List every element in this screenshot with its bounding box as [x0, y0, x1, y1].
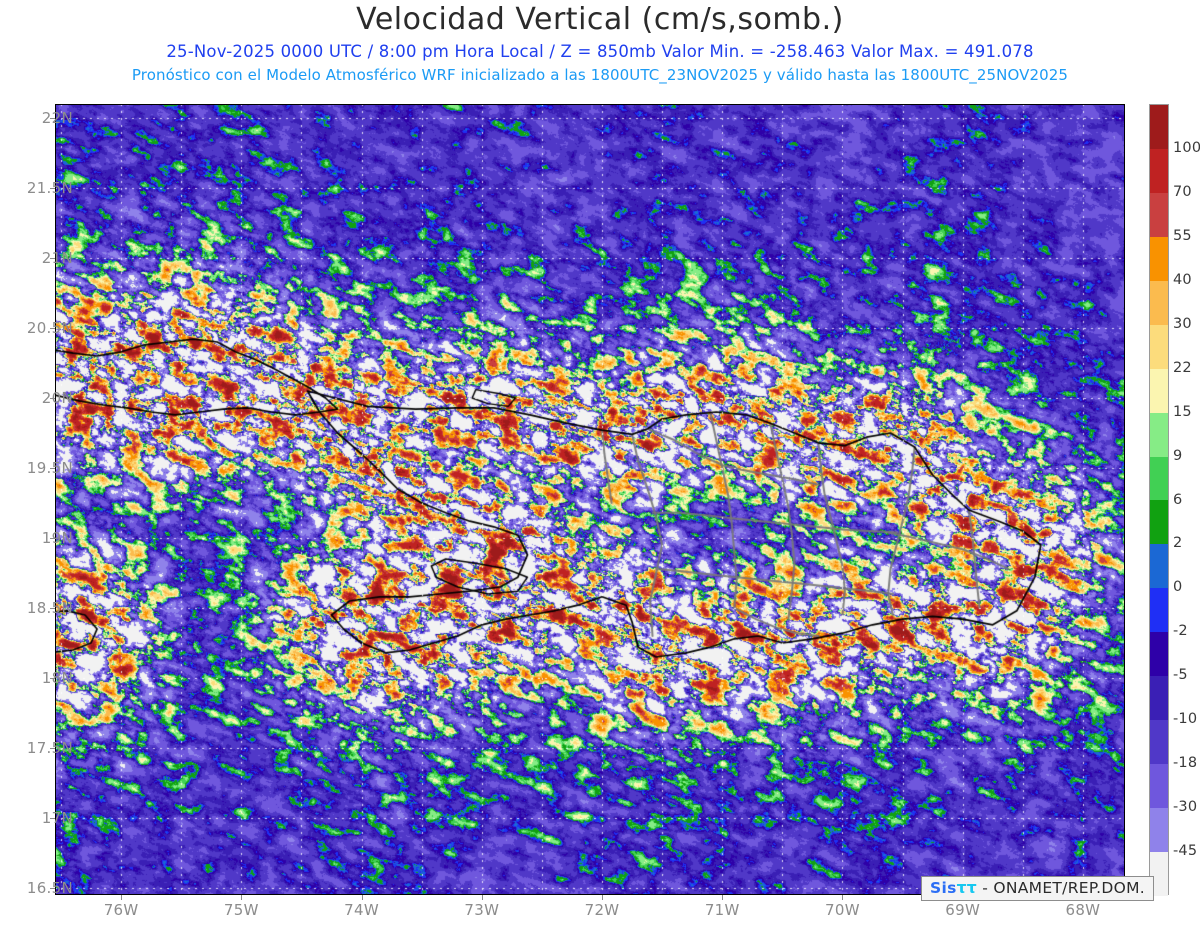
map-plot-area[interactable] [55, 104, 1125, 895]
xtick-label: 69W [945, 901, 981, 919]
colorbar-band [1150, 720, 1168, 765]
colorbar-tick-label: 30 [1173, 315, 1192, 332]
ytick-label: 20N [41, 389, 73, 407]
colorbar-band [1150, 632, 1168, 677]
credit-badge: Sisττ - ONAMET/REP.DOM. [921, 876, 1154, 901]
ytick-label: 21N [41, 249, 73, 267]
xtick-label: 71W [704, 901, 740, 919]
ytick-mark [50, 538, 55, 539]
colorbar-band [1150, 148, 1168, 193]
xtick-label: 70W [825, 901, 860, 919]
credit-pi-icon: ττ [956, 879, 977, 897]
xtick-label: 73W [464, 901, 500, 919]
page-title: Velocidad Vertical (cm/s,somb.) [356, 2, 844, 37]
ytick-mark [50, 678, 55, 679]
colorbar-tick-label: -18 [1173, 755, 1198, 772]
colorbar-band [1150, 500, 1168, 545]
colorbar-band [1150, 192, 1168, 237]
credit-org-text: - ONAMET/REP.DOM. [982, 879, 1145, 897]
colorbar-tick-label: -2 [1173, 623, 1188, 640]
chart-subtitle-line-1: 25-Nov-2025 0000 UTC / 8:00 pm Hora Loca… [166, 42, 1034, 61]
colorbar-tick-label: 6 [1173, 491, 1183, 508]
chart-subtitle-line-2: Pronóstico con el Modelo Atmosférico WRF… [131, 66, 1069, 84]
ytick-mark [50, 748, 55, 749]
xtick-mark [842, 895, 844, 900]
colorbar-band [1150, 851, 1168, 896]
colorbar-tick-label: 0 [1173, 579, 1183, 596]
colorbar-tick-label: -30 [1173, 799, 1198, 816]
xtick-label: 72W [584, 901, 620, 919]
ytick-label: 19N [41, 529, 73, 547]
xtick-mark [361, 895, 363, 900]
colorbar-tick-label: -10 [1173, 711, 1198, 728]
colorbar-band [1150, 808, 1168, 852]
ytick-label: 17.5N [26, 739, 73, 757]
ytick-label: 20.5N [26, 319, 73, 337]
colorbar-tick-label: 2 [1173, 535, 1183, 552]
colorbar-band [1150, 676, 1168, 721]
ytick-mark [50, 258, 55, 259]
ytick-mark [50, 888, 55, 889]
ytick-mark [50, 398, 55, 399]
ytick-label: 18.5N [26, 599, 73, 617]
colorbar-band [1150, 236, 1168, 281]
colorbar-tick-label: 22 [1173, 359, 1192, 376]
ytick-label: 19.5N [26, 459, 73, 477]
colorbar-tick-label: 55 [1173, 227, 1192, 244]
ytick-mark [50, 818, 55, 819]
colorbar-tick-label: 70 [1173, 183, 1192, 200]
ytick-mark [50, 328, 55, 329]
xtick-label: 76W [103, 901, 139, 919]
ytick-label: 18N [41, 669, 73, 687]
xtick-label: 68W [1065, 901, 1101, 919]
ytick-label: 17N [41, 809, 73, 827]
colorbar-band [1150, 105, 1168, 149]
colorbar-band [1150, 588, 1168, 633]
ytick-mark [50, 118, 55, 119]
xtick-label: 75W [223, 901, 259, 919]
colorbar-band [1150, 544, 1168, 589]
colorbar-tick-label: -45 [1173, 843, 1198, 860]
colorbar[interactable] [1149, 104, 1169, 896]
colorbar-band [1150, 764, 1168, 808]
colorbar-band [1150, 324, 1168, 369]
xtick-label: 74W [344, 901, 379, 919]
ytick-label: 22N [41, 109, 73, 127]
ytick-mark [50, 188, 55, 189]
colorbar-tick-label: 15 [1173, 403, 1192, 420]
colorbar-tick-label: 40 [1173, 271, 1192, 288]
xtick-mark [722, 895, 724, 900]
credit-sis-text: Sis [930, 879, 957, 897]
colorbar-band [1150, 368, 1168, 413]
xtick-mark [121, 895, 123, 900]
ytick-mark [50, 468, 55, 469]
colorbar-band [1150, 412, 1168, 457]
colorbar-tick-label: 9 [1173, 447, 1183, 464]
colorbar-band [1150, 280, 1168, 325]
xtick-mark [602, 895, 604, 900]
ytick-label: 16.5N [26, 879, 73, 897]
colorbar-tick-label: -5 [1173, 667, 1188, 684]
ytick-label: 21.5N [26, 179, 73, 197]
xtick-mark [241, 895, 243, 900]
lat-lon-gridlines [55, 104, 1125, 895]
ytick-mark [50, 608, 55, 609]
colorbar-tick-label: 100 [1173, 139, 1200, 156]
colorbar-band [1150, 456, 1168, 501]
xtick-mark [481, 895, 483, 900]
